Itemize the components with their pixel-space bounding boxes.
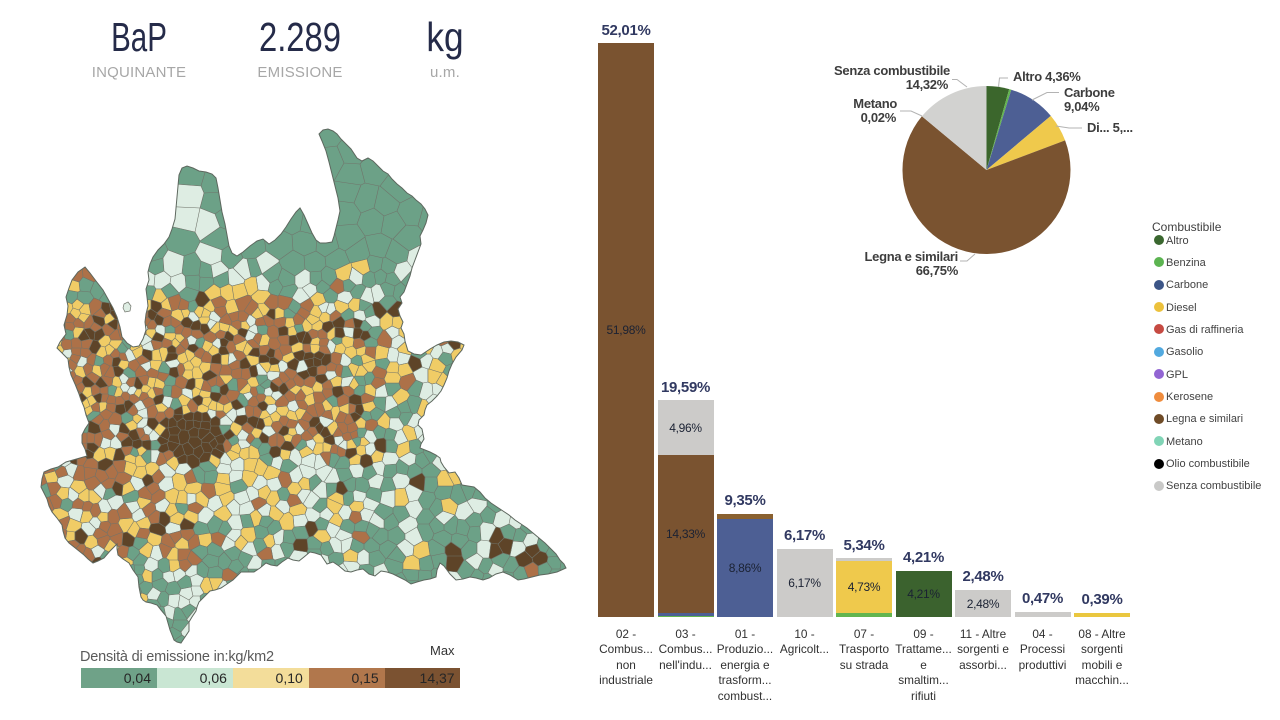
- svg-text:0,02%: 0,02%: [861, 110, 897, 125]
- svg-text:9,04%: 9,04%: [1064, 99, 1100, 114]
- svg-text:Metano: Metano: [853, 96, 897, 111]
- svg-text:Altro 4,36%: Altro 4,36%: [1013, 69, 1081, 84]
- svg-text:Carbone: Carbone: [1064, 85, 1115, 100]
- svg-text:66,75%: 66,75%: [916, 263, 959, 278]
- svg-text:14,32%: 14,32%: [906, 77, 949, 92]
- svg-text:Senza combustibile: Senza combustibile: [834, 63, 950, 78]
- svg-text:Di... 5,...: Di... 5,...: [1087, 120, 1133, 135]
- svg-text:Legna e similari: Legna e similari: [865, 249, 958, 264]
